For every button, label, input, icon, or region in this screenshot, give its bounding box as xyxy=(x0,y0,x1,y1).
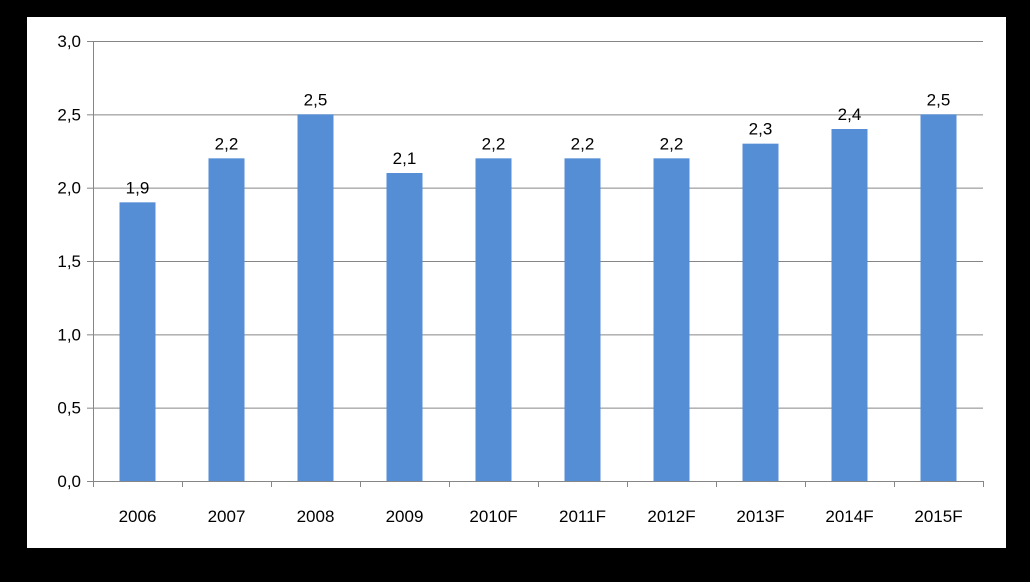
x-axis-tick-labels: 2006 2007 2008 2009 2010F 2011F 2012F 2013F 2014… xyxy=(119,507,963,526)
data-label: 2,5 xyxy=(927,90,951,109)
data-label: 2,4 xyxy=(838,105,862,124)
x-axis-tick-label: 2015F xyxy=(914,507,962,526)
bar-2014f xyxy=(831,129,868,481)
x-axis-tick-label: 2014F xyxy=(825,507,873,526)
data-labels: 1,9 2,2 2,5 2,1 2,2 2,2 2,2 2,3 2,4 2,5 xyxy=(126,90,951,197)
bar-2007 xyxy=(208,158,245,482)
y-axis-tick-label: 0,5 xyxy=(57,399,81,418)
y-axis-tick-label: 2,0 xyxy=(57,179,81,198)
x-axis-tick-label: 2006 xyxy=(119,507,157,526)
x-axis-tick-label: 2013F xyxy=(736,507,784,526)
bar-2015f xyxy=(920,114,957,481)
bar-2009 xyxy=(386,173,423,481)
y-axis-tick-labels: 0,0 0,5 1,0 1,5 2,0 2,5 3,0 xyxy=(57,32,81,491)
data-label: 1,9 xyxy=(126,178,150,197)
axes xyxy=(87,41,984,487)
y-axis-tick-label: 1,0 xyxy=(57,325,81,344)
x-axis-tick-label: 2008 xyxy=(297,507,335,526)
bar-2008 xyxy=(297,114,334,481)
data-label: 2,5 xyxy=(304,90,328,109)
y-axis-tick-label: 1,5 xyxy=(57,252,81,271)
bar-2013f xyxy=(742,143,779,481)
bar-2012f xyxy=(653,158,690,482)
bar-2011f xyxy=(564,158,601,482)
y-axis-tick-label: 0,0 xyxy=(57,472,81,491)
x-axis-tick-label: 2010F xyxy=(469,507,517,526)
data-label: 2,2 xyxy=(215,134,239,153)
data-label: 2,1 xyxy=(393,149,417,168)
bar-2010f xyxy=(475,158,512,482)
x-axis-tick-label: 2012F xyxy=(647,507,695,526)
x-axis-tick-label: 2011F xyxy=(559,507,606,526)
data-label: 2,3 xyxy=(749,120,773,139)
bars xyxy=(119,114,957,482)
x-axis-tick-label: 2007 xyxy=(208,507,246,526)
data-label: 2,2 xyxy=(660,134,684,153)
y-axis-tick-label: 2,5 xyxy=(57,105,81,124)
bar-2006 xyxy=(119,202,156,482)
data-label: 2,2 xyxy=(571,134,595,153)
data-label: 2,2 xyxy=(482,134,506,153)
x-axis-tick-label: 2009 xyxy=(386,507,424,526)
y-axis-tick-label: 3,0 xyxy=(57,32,81,51)
